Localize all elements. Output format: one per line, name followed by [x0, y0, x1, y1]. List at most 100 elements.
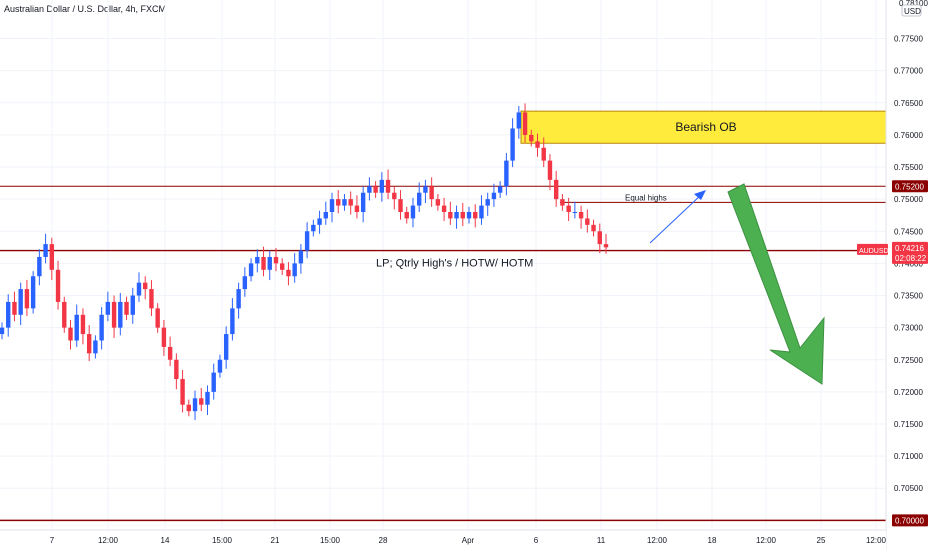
candle-body — [311, 224, 316, 232]
candle-body — [392, 192, 397, 200]
candle-body — [441, 205, 447, 212]
candle-body — [286, 269, 291, 277]
y-tick-label-top: 0.78100 — [899, 0, 928, 8]
y-tick-label: 0.73000 — [894, 324, 923, 333]
candle-body — [273, 256, 279, 264]
candle-body — [186, 404, 192, 412]
candle-body — [317, 218, 322, 225]
candle-body — [435, 199, 441, 206]
candle-body — [174, 359, 179, 380]
candle-body — [242, 276, 248, 290]
candle-body — [74, 314, 79, 341]
candle-body — [304, 231, 310, 251]
candle-body — [199, 398, 204, 405]
y-tick-label: 0.73500 — [894, 292, 923, 301]
x-tick-label: 15:00 — [320, 536, 341, 545]
price-tag — [892, 180, 928, 193]
x-tick-label: 14 — [161, 536, 170, 545]
candle-body — [460, 212, 465, 219]
candle-body — [280, 263, 285, 270]
y-tick-label: 0.77000 — [894, 67, 923, 76]
candle-body — [298, 250, 304, 264]
candle-body — [423, 186, 428, 193]
green-down-arrow — [727, 183, 825, 385]
y-tick-label: 0.71500 — [894, 420, 923, 429]
price-tag-label: 0.75200 — [895, 182, 924, 191]
candle-body — [466, 212, 472, 219]
candle-body — [86, 334, 92, 354]
candle-body — [180, 379, 185, 405]
candle-body — [118, 301, 123, 328]
y-tick-label: 0.74500 — [894, 227, 923, 236]
candle-body — [211, 372, 216, 392]
candle-body — [99, 314, 104, 341]
candle-body — [404, 212, 409, 219]
candle-body — [373, 186, 378, 193]
symbol-tag — [857, 243, 888, 255]
candle-body — [578, 212, 584, 219]
blue-arrow-head — [694, 190, 706, 200]
x-tick-label: 12:00 — [756, 536, 777, 545]
candle-body — [37, 256, 42, 277]
candle-body — [553, 179, 559, 200]
y-tick-label: 0.72500 — [894, 356, 923, 365]
currency-label: USD — [904, 7, 921, 16]
x-tick-label: 21 — [271, 536, 280, 545]
candle-body — [155, 308, 160, 328]
x-tick-label: 12:00 — [647, 536, 668, 545]
symbol-tag-label: AUDUSD — [859, 248, 889, 255]
candle-body — [323, 212, 328, 219]
candle-body — [354, 205, 360, 212]
candle-body — [0, 327, 5, 335]
y-tick-label: 0.77500 — [894, 35, 923, 44]
y-tick-label: 0.75000 — [894, 195, 923, 204]
candle-body — [55, 269, 61, 302]
candle-body — [43, 244, 48, 257]
candle-body — [597, 231, 602, 245]
candle-body — [223, 334, 229, 360]
candle-body — [360, 192, 366, 212]
candle-body — [504, 160, 509, 187]
candle-body — [105, 301, 111, 315]
candle-body — [261, 256, 266, 270]
candle-body — [167, 346, 173, 360]
x-tick-label: 12:00 — [866, 536, 887, 545]
candle-body — [379, 179, 385, 193]
bearish-ob-label: Bearish OB — [675, 120, 736, 134]
candle-body — [497, 186, 503, 193]
chart-title: Australian Dollar / U.S. Dollar, 4h, FXC… — [4, 4, 167, 14]
candle-body — [491, 192, 497, 200]
equal-highs-label: Equal highs — [625, 193, 667, 202]
x-tick-label: 12:00 — [98, 536, 119, 545]
y-tick-label: 0.76000 — [894, 131, 923, 140]
candle-body — [248, 263, 254, 277]
candle-body — [149, 289, 154, 309]
candle-body — [230, 308, 235, 335]
y-tick-label: 0.72000 — [894, 388, 923, 397]
x-tick-label: 15:00 — [212, 536, 233, 545]
price-tag-label: 0.70000 — [895, 516, 924, 525]
candle-body — [62, 301, 67, 328]
current-price-tag — [892, 241, 928, 264]
blue-arrow-line — [649, 193, 703, 244]
candle-body — [267, 256, 272, 270]
countdown-label: 02:08:22 — [895, 254, 927, 263]
candle-body — [448, 212, 453, 219]
candle-body — [336, 199, 341, 206]
candle-body — [479, 205, 484, 219]
candle-body — [416, 192, 422, 206]
candle-body — [136, 282, 142, 296]
candle-body — [12, 301, 17, 315]
candle-body — [236, 289, 241, 309]
candle-body — [18, 289, 23, 315]
candle-body — [591, 224, 596, 232]
currency-box — [901, 4, 922, 17]
candle-body — [130, 295, 135, 315]
candle-body — [30, 276, 36, 309]
x-tick-label: 6 — [534, 536, 539, 545]
price-axis-bg — [886, 0, 932, 550]
candle-body — [522, 112, 528, 135]
time-axis-bg — [0, 530, 886, 550]
candle-body — [485, 199, 490, 206]
